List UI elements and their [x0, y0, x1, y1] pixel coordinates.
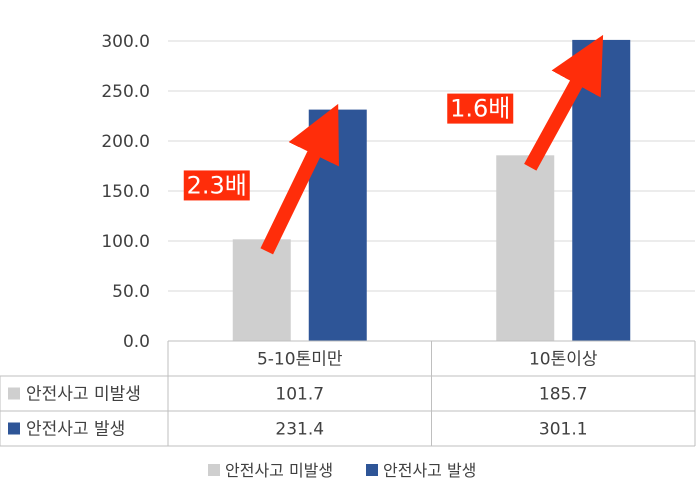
bar	[232, 239, 291, 341]
legend-label: 안전사고 미발생	[225, 461, 333, 480]
y-tick-label: 250.0	[101, 82, 150, 102]
category-label: 10톤이상	[529, 350, 598, 370]
annotation-box	[447, 93, 514, 124]
data-label: 231.4	[275, 420, 324, 440]
y-tick-label: 50.0	[112, 282, 150, 302]
annotation-arrows	[260, 34, 604, 255]
y-tick-label: 150.0	[101, 182, 150, 202]
table-series-name: 안전사고 발생	[26, 420, 125, 440]
y-tick-label: 200.0	[101, 132, 150, 152]
annotation-label: 2.3배	[187, 171, 247, 199]
table-series-swatch	[8, 387, 20, 400]
annotation-arrow	[260, 103, 339, 255]
table-series-name: 안전사고 미발생	[26, 385, 141, 405]
legend-swatch	[208, 464, 220, 476]
table-series-swatch	[8, 422, 20, 435]
annotations: 2.3배 1.6배	[183, 93, 514, 201]
annotation-arrow	[524, 34, 604, 171]
legend: 안전사고 미발생 안전사고 발생	[208, 461, 476, 480]
legend-label: 안전사고 발생	[383, 461, 476, 480]
legend-swatch	[366, 464, 378, 476]
y-axis: 0.0 50.0 100.0 150.0 200.0 250.0 300.0	[101, 32, 150, 352]
y-tick-label: 0.0	[123, 332, 150, 352]
data-label: 301.1	[539, 420, 588, 440]
category-label: 5-10톤미만	[257, 350, 343, 370]
annotation-label: 1.6배	[450, 95, 510, 123]
data-label: 101.7	[275, 385, 324, 405]
bar	[496, 155, 555, 341]
y-tick-label: 100.0	[101, 232, 150, 252]
annotation-box	[183, 170, 250, 201]
data-label: 185.7	[539, 385, 588, 405]
y-tick-label: 300.0	[101, 32, 150, 52]
